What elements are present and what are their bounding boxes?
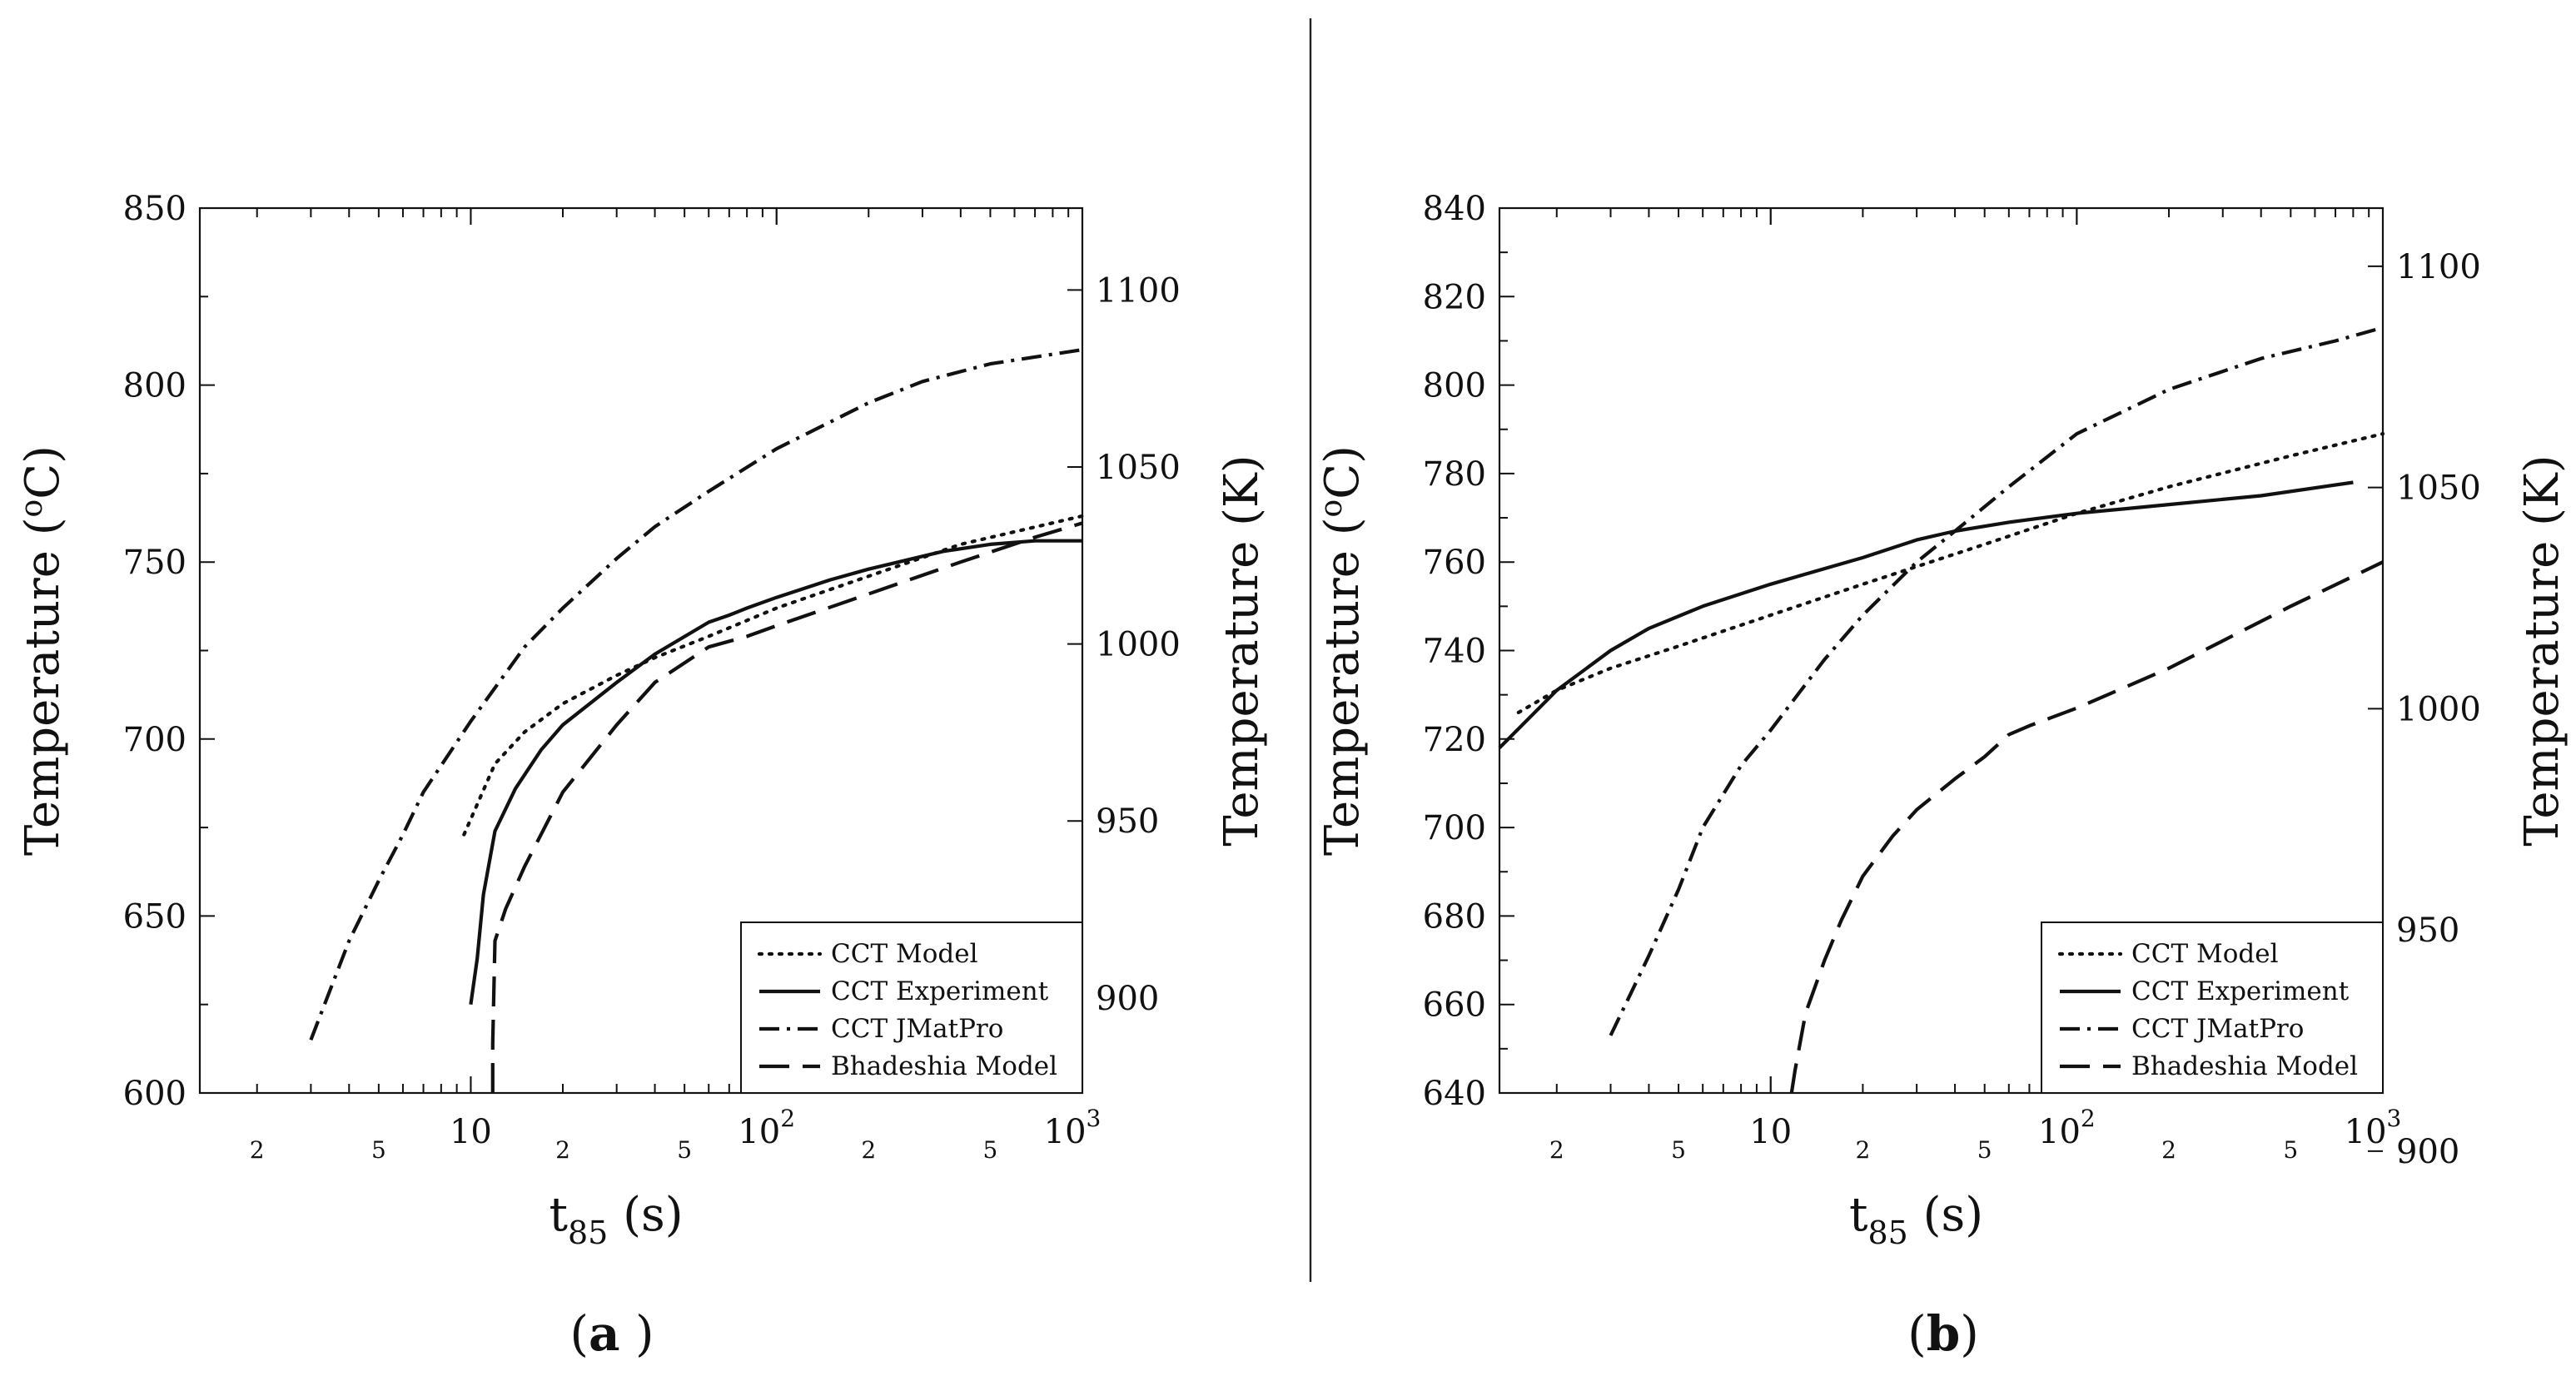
panel-a: 600 650 700 750 800 850 900 950 1000 1050 1100 2 5 10… <box>15 190 1269 1362</box>
x-tick-label: 103 <box>1044 1105 1102 1151</box>
series-line-cct-jmatpro <box>1609 325 2384 1036</box>
y-right-tick-label: 1050 <box>2396 469 2481 508</box>
legend-label: CCT JMatPro <box>2131 1014 2304 1044</box>
x-minor-tick-label: 5 <box>1671 1136 1686 1164</box>
x-tick-label: 10 <box>1749 1113 1792 1151</box>
y-tick-label: 800 <box>123 367 186 405</box>
x-minor-tick-label: 2 <box>861 1136 876 1164</box>
y-right-tick-label: 1100 <box>1096 271 1181 310</box>
x-tick-label: 10 <box>450 1113 492 1151</box>
x-minor-tick-label: 2 <box>2161 1136 2176 1164</box>
y-tick-label: 680 <box>1423 897 1486 936</box>
series-line-cct-model <box>1516 431 2385 715</box>
y-tick-label: 660 <box>1423 986 1486 1025</box>
y-right-tick-label: 950 <box>1096 802 1159 841</box>
series-line-cct-experiment <box>469 539 1082 1005</box>
y-tick-label: 700 <box>123 721 186 759</box>
x-minor-tick-label: 2 <box>555 1136 570 1164</box>
legend-box <box>2041 921 2384 1094</box>
legend-label: CCT Experiment <box>2131 976 2350 1006</box>
y-tick-label: 850 <box>123 190 186 228</box>
x-tick-label: 102 <box>2038 1105 2096 1151</box>
series-line-bhadeshia-model <box>1789 560 2384 1094</box>
y-tick-label: 740 <box>1423 633 1486 671</box>
legend-label: CCT Model <box>831 939 977 969</box>
x-axis-title: t85 (s) <box>549 1188 683 1251</box>
x-minor-tick-label: 5 <box>677 1136 692 1164</box>
x-tick-label: 103 <box>2345 1105 2402 1151</box>
series-line-cct-model <box>462 514 1085 837</box>
y-tick-label: 840 <box>1423 190 1486 228</box>
y-tick-label: 640 <box>1423 1075 1486 1113</box>
y-tick-label: 780 <box>1423 455 1486 494</box>
x-minor-tick-label: 5 <box>2283 1136 2298 1164</box>
x-axis-title: t85 (s) <box>1849 1188 1983 1251</box>
y-tick-label: 750 <box>123 544 186 582</box>
y-axis-title-right: Temperature (K) <box>2515 455 2569 846</box>
legend-label: CCT Model <box>2131 939 2278 969</box>
x-minor-tick-label: 5 <box>1977 1136 1992 1164</box>
y-right-tick-label: 1000 <box>2396 690 2481 728</box>
x-tick-label: 102 <box>738 1105 795 1151</box>
x-minor-tick-label: 2 <box>1855 1136 1870 1164</box>
series-line-cct-jmatpro <box>309 348 1083 1041</box>
y-tick-label: 650 <box>123 897 186 936</box>
panel-label: (a ) <box>569 1305 654 1362</box>
series-line-cct-experiment <box>1498 480 2354 749</box>
y-tick-label: 720 <box>1423 721 1486 759</box>
y-axis-title-left: Temperature (oC) <box>1315 445 1370 856</box>
y-tick-label: 600 <box>123 1075 186 1113</box>
y-right-tick-label: 1050 <box>1096 449 1181 487</box>
panel-label: (b) <box>1907 1305 1979 1362</box>
y-axis-title-right: Temperature (K) <box>1215 455 1269 846</box>
series-line-bhadeshia-model <box>490 521 1083 1093</box>
legend-label: Bhadeshia Model <box>831 1051 1057 1081</box>
y-right-tick-label: 950 <box>2396 912 2459 950</box>
y-right-tick-label: 1000 <box>1096 626 1181 664</box>
y-tick-label: 800 <box>1423 367 1486 405</box>
x-minor-tick-label: 5 <box>983 1136 998 1164</box>
y-tick-label: 760 <box>1423 544 1486 582</box>
x-minor-tick-label: 5 <box>371 1136 386 1164</box>
y-axis-title-left: Temperature (oC) <box>15 445 70 856</box>
y-tick-label: 820 <box>1423 278 1486 316</box>
y-right-tick-label: 1100 <box>2396 248 2481 286</box>
legend-label: Bhadeshia Model <box>2131 1051 2358 1081</box>
y-right-tick-label: 900 <box>1096 980 1159 1018</box>
y-tick-label: 700 <box>1423 809 1486 847</box>
x-minor-tick-label: 2 <box>1549 1136 1564 1164</box>
legend-box <box>740 921 1083 1094</box>
y-right-tick-label: 900 <box>2396 1133 2459 1171</box>
legend-label: CCT Experiment <box>831 976 1049 1006</box>
x-minor-tick-label: 2 <box>250 1136 265 1164</box>
legend-label: CCT JMatPro <box>831 1014 1003 1044</box>
panel-b: 640 660 680 700 720 740 760 780 800 820 840 900 950 1… <box>1315 190 2569 1362</box>
